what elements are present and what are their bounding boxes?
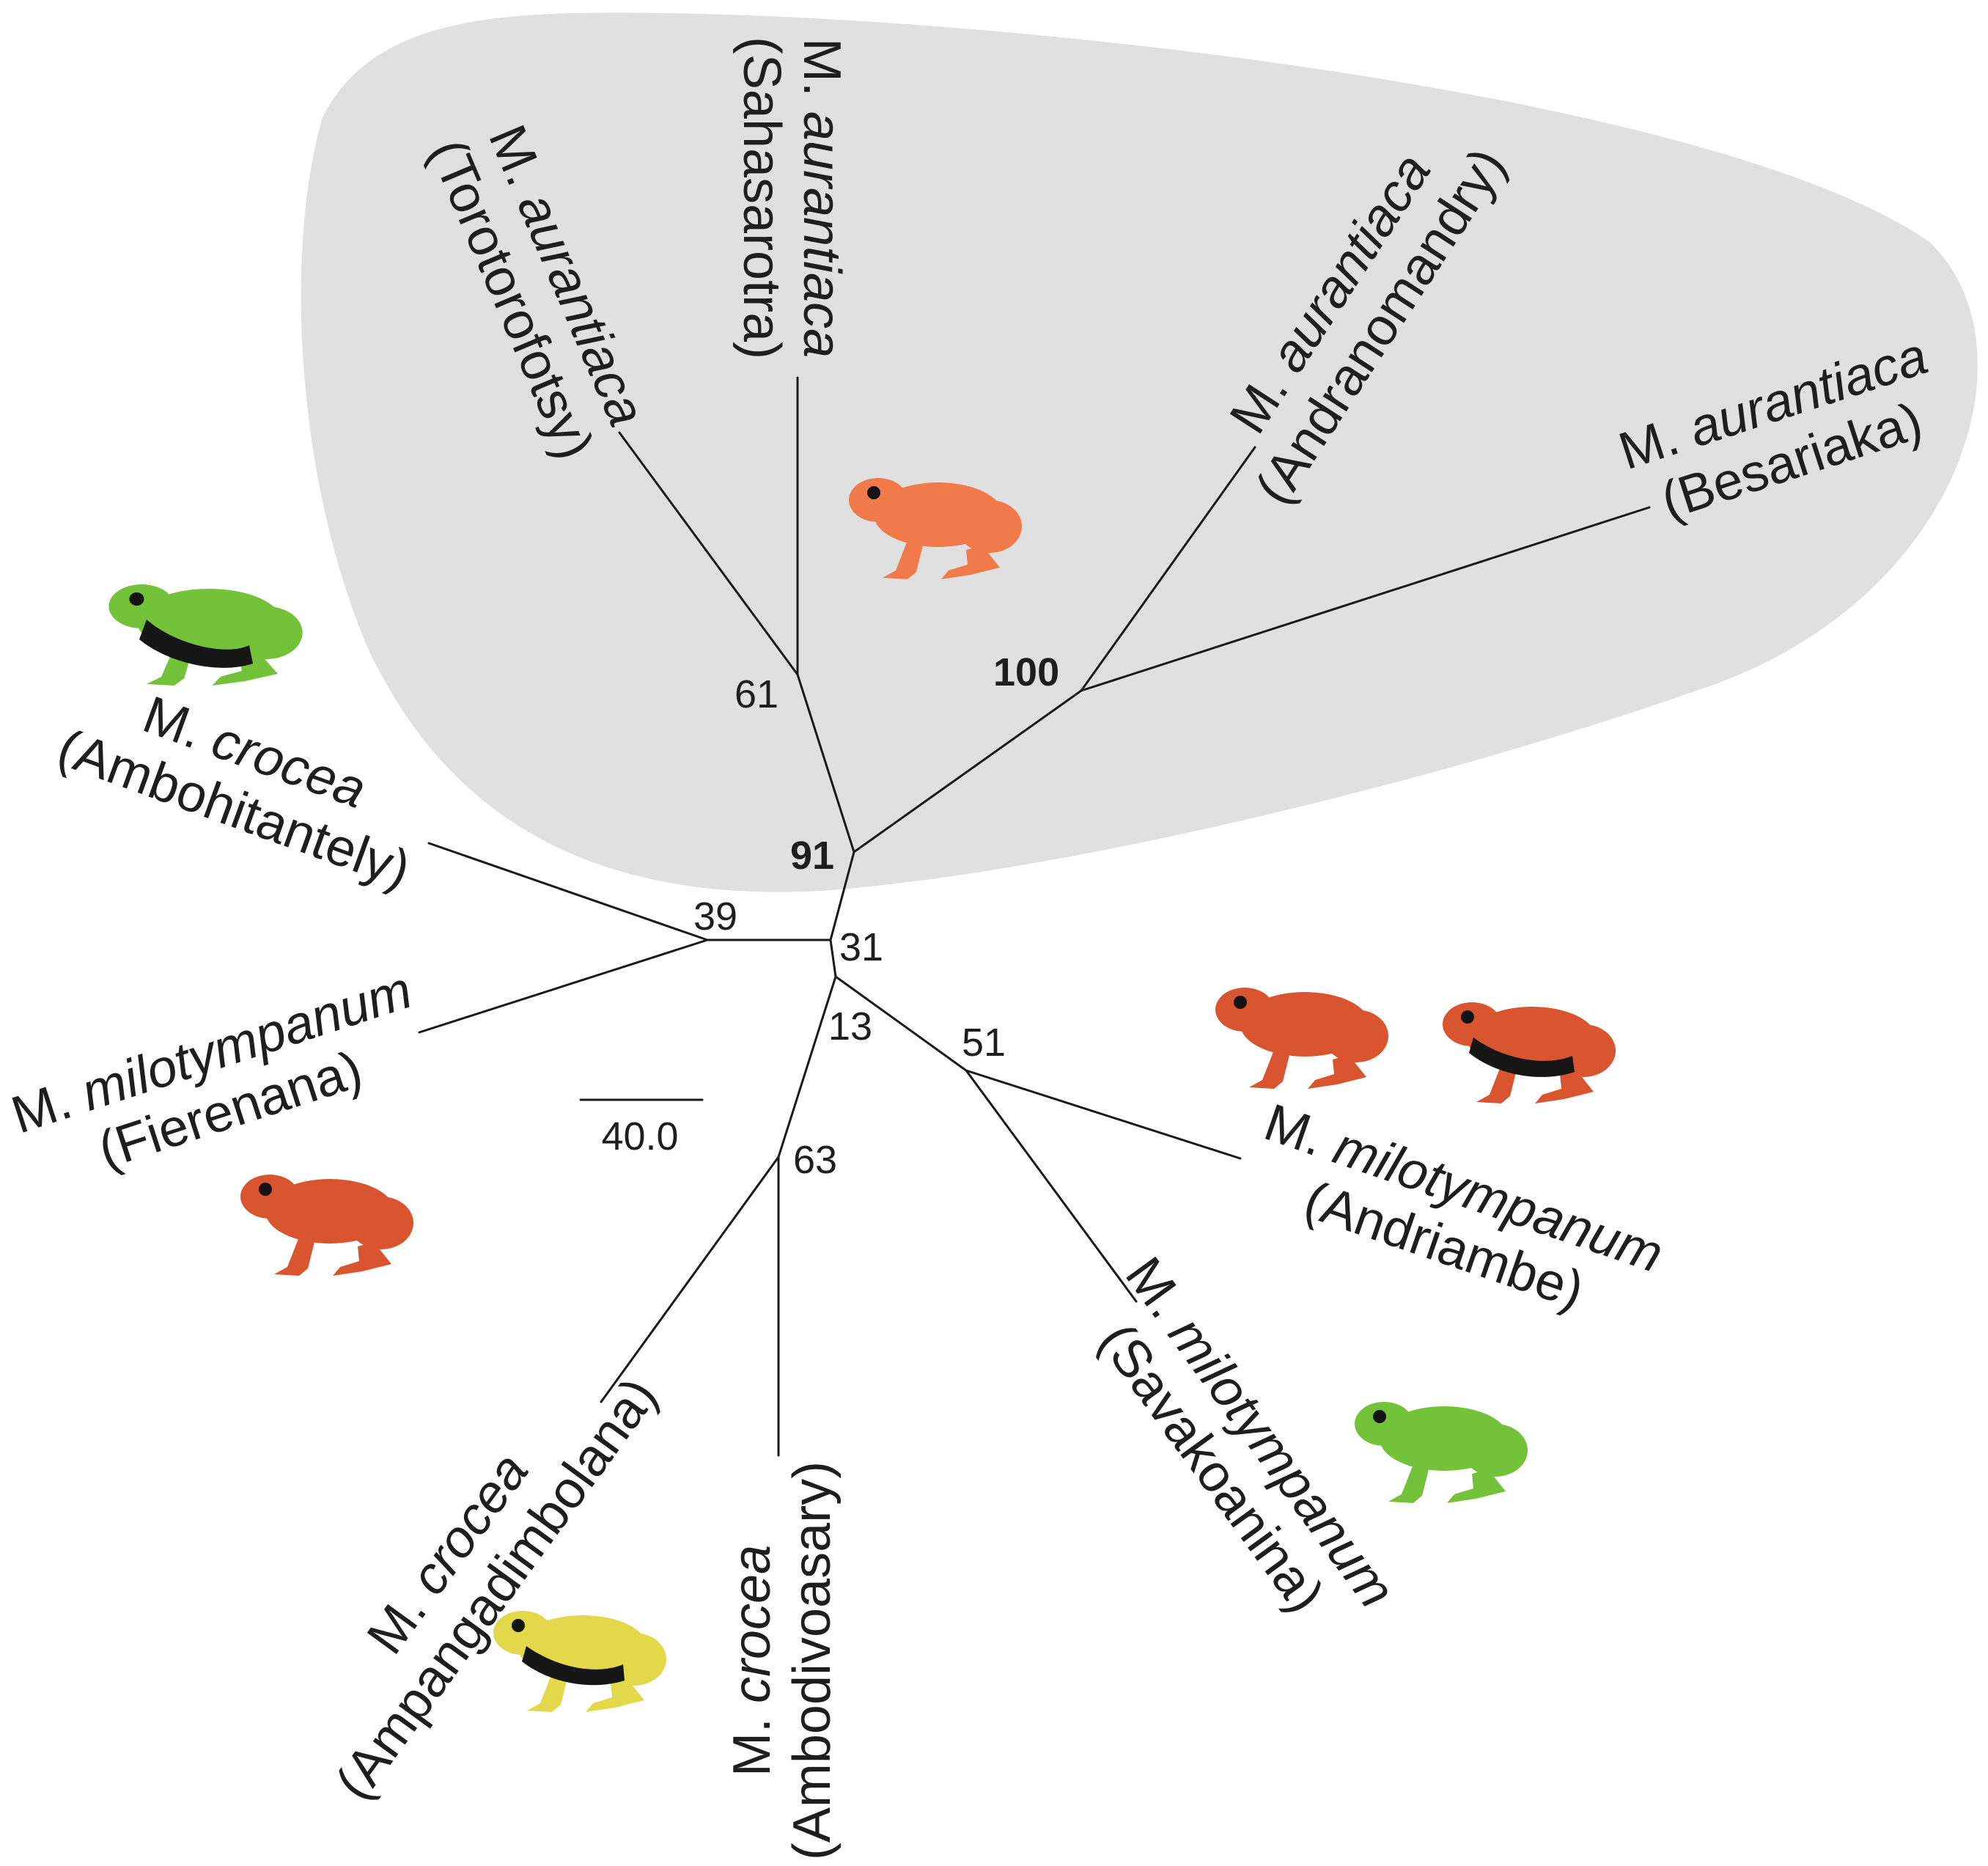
tree-branches	[418, 376, 1651, 1457]
taxon-label-andriambe: M. milotympanum (Andriambe)	[1257, 1093, 1670, 1320]
branch-andranomandry	[1080, 446, 1256, 692]
taxon-label-ambohitantely: M. crocea (Ambohitantely)	[51, 686, 418, 900]
taxon-locality: (Ambodivoasary)	[783, 1461, 842, 1860]
red-frog-icon	[1215, 988, 1388, 1089]
branch-ampangadimbolana	[600, 1156, 780, 1403]
red-black-frog-icon	[1443, 1002, 1616, 1103]
branch-fierenana	[418, 938, 709, 1034]
taxon-genus: M.	[723, 1718, 781, 1777]
branch-root-to-node-13	[829, 938, 837, 978]
black-flank-marking	[1469, 1037, 1575, 1077]
branch-besariaka	[1080, 506, 1651, 692]
svg-text:M. crocea: M. crocea	[723, 1545, 781, 1777]
branch-savakoanina	[965, 1069, 1138, 1303]
black-flank-marking	[139, 620, 253, 668]
taxon-label-ampangadimbolana: M. crocea (Ampangadimbolana)	[325, 1367, 669, 1810]
red-frog-icon	[240, 1175, 413, 1276]
taxon-genus: M.	[792, 38, 851, 97]
taxon-species: aurantiaca	[792, 111, 851, 358]
branch-to-node-100	[853, 689, 1083, 853]
branch-root-to-aurantiaca	[829, 851, 855, 941]
green-black-frog-icon	[108, 584, 303, 686]
branch-to-node-51	[834, 975, 968, 1072]
branch-ambohitantely	[427, 842, 709, 941]
branch-to-node-61	[796, 673, 855, 853]
support-value-63: 63	[793, 1138, 837, 1182]
branch-to-node-63	[777, 975, 837, 1158]
scale-bar-label: 40.0	[601, 1114, 678, 1158]
taxon-locality: (Sahasarotra)	[732, 37, 791, 359]
branch-andriambe	[965, 1069, 1242, 1160]
support-value-51: 51	[962, 1021, 1006, 1065]
yellow-frog-icon	[493, 1611, 666, 1712]
taxon-species: crocea	[723, 1545, 781, 1703]
taxon-label-ambodivoasary: M. crocea (Ambodivoasary)	[723, 1461, 842, 1860]
support-value-61: 61	[735, 672, 778, 716]
taxon-label-fierenana: M. milotympanum (Fierenana)	[4, 960, 419, 1180]
green-frog-icon	[1355, 1402, 1528, 1503]
taxon-genus: M.	[4, 1071, 78, 1145]
support-value-39: 39	[693, 895, 737, 938]
black-flank-marking	[522, 1646, 625, 1686]
taxon-locality: (Ampangadimbolana)	[325, 1367, 669, 1810]
support-value-31: 31	[839, 925, 883, 969]
support-value-100: 100	[993, 650, 1059, 694]
taxon-label-savakoanina: M. milotympanum (Savakoanina)	[1088, 1247, 1406, 1623]
taxon-genus: M.	[1114, 1247, 1196, 1329]
branch-torotorofotsy	[618, 431, 799, 676]
taxon-genus: M.	[1257, 1093, 1332, 1168]
support-values: 61 100 91 39 31 13 51 63	[693, 650, 1059, 1182]
taxon-label-sahasarotra: M. aurantiaca (Sahasarotra)	[732, 37, 851, 359]
support-value-13: 13	[828, 1004, 872, 1048]
svg-text:M. aurantiaca: M. aurantiaca	[792, 38, 851, 358]
frog-illustrations	[108, 478, 1616, 1712]
clade-highlight-region	[301, 12, 1978, 892]
support-value-91: 91	[790, 834, 834, 878]
